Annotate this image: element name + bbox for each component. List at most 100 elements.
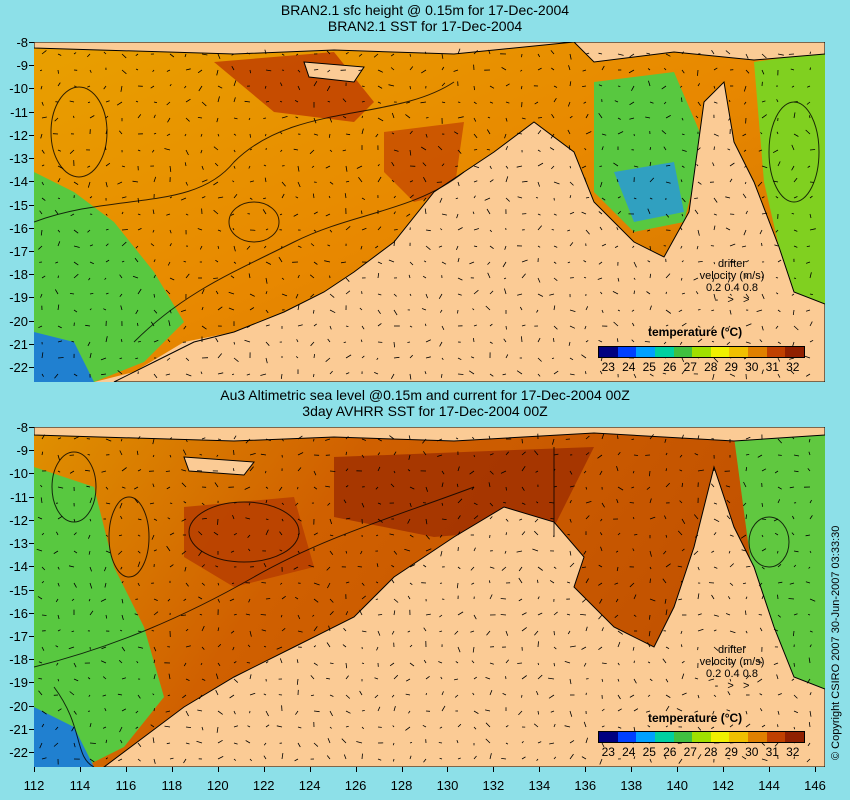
current-vector [501,566,507,571]
current-vector [727,757,731,760]
current-vector [391,161,395,167]
colorbar-swatch [599,732,618,742]
current-vector [521,117,526,120]
current-vector [633,614,637,617]
current-vector [264,49,267,55]
current-vector [119,274,123,279]
current-vector [361,726,364,730]
current-vector [629,694,635,698]
current-vector [246,245,251,250]
current-vector [134,486,139,490]
current-vector [536,309,539,313]
current-vector [377,293,382,296]
current-vector [439,197,443,203]
current-vector [135,100,139,103]
current-vector [457,227,463,231]
current-vector [488,482,491,488]
y-axis-label: -21 [9,721,28,737]
current-vector [743,101,747,105]
current-vector [773,662,779,665]
current-vector [549,502,555,504]
current-vector [54,373,59,379]
current-vector [441,53,444,59]
current-vector [105,228,109,231]
current-vector [244,486,251,490]
current-vector [69,149,75,154]
current-vector [644,341,651,343]
current-vector [729,534,734,537]
current-vector [793,662,795,667]
current-vector [713,566,718,569]
current-vector [470,630,475,633]
current-vector [265,277,268,284]
current-vector [585,515,590,520]
current-vector [729,563,734,568]
current-vector [391,694,395,698]
current-vector [420,101,427,104]
current-vector [777,161,781,167]
current-vector [71,726,75,732]
current-vector [377,176,382,183]
current-vector [215,259,219,263]
current-vector [729,243,736,247]
current-vector [553,611,558,616]
current-vector [521,486,525,491]
current-vector [569,740,575,744]
current-vector [137,561,141,568]
current-vector [521,180,528,183]
current-vector [568,341,571,346]
current-vector [41,532,45,536]
colorbar-tick-label: 31 [765,360,779,374]
current-vector [216,69,219,76]
x-axis-label: 130 [436,778,459,793]
current-vector [361,454,365,458]
current-vector [569,325,576,329]
current-vector [389,662,395,667]
current-vector [455,197,459,200]
current-vector [761,114,767,119]
current-vector [41,757,47,760]
current-vector [361,85,365,87]
current-vector [569,710,573,717]
current-vector [184,162,187,167]
y-axis-label: -22 [9,360,28,375]
current-vector [136,661,139,664]
current-vector [485,738,491,744]
colorbar-swatch [748,347,767,357]
y-axis-label: -8 [16,35,28,50]
current-vector [313,323,317,327]
current-vector [665,213,670,218]
current-vector [345,165,348,172]
current-vector [345,694,351,699]
current-vector [649,101,654,104]
current-vector [665,482,670,488]
y-axis-tick [29,227,34,229]
current-vector [297,324,303,327]
current-vector [279,100,283,103]
current-vector [438,661,443,664]
current-vector [198,550,203,557]
current-vector [345,581,350,584]
current-vector [41,614,47,616]
current-vector [633,454,639,456]
current-vector [758,582,763,587]
current-vector [425,534,430,540]
current-vector [503,338,507,343]
current-vector [581,566,587,568]
current-vector [137,758,141,762]
current-vector [649,578,651,584]
current-vector [69,470,75,474]
current-vector [549,147,555,151]
current-vector [473,614,477,620]
current-vector [647,725,651,728]
current-vector [281,181,286,187]
colorbar-tick-label: 27 [683,745,697,759]
current-vector [504,550,507,554]
current-vector [263,245,267,249]
current-vector [374,694,379,699]
current-vector [295,710,299,715]
current-vector [457,611,464,616]
colorbar-tick-label: 29 [724,360,738,374]
current-vector [425,117,429,119]
current-vector [505,101,510,104]
